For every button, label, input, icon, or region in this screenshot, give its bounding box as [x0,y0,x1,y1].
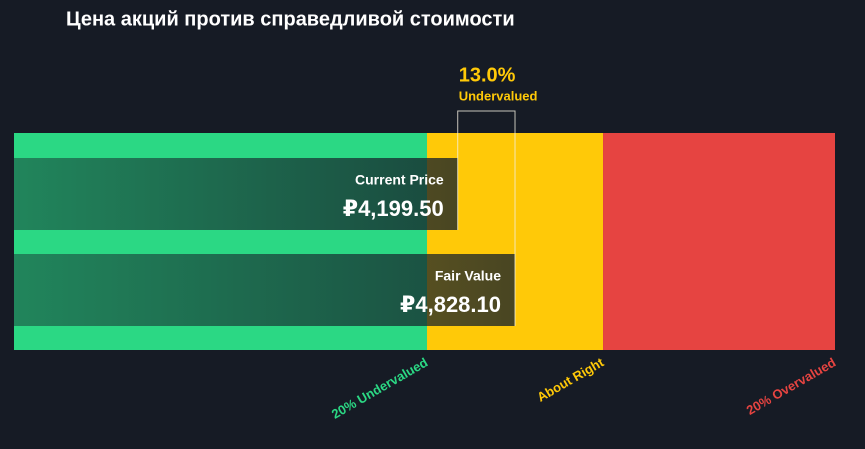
bar-value: ₽4,199.50 [343,196,444,221]
bar-value: ₽4,828.10 [400,292,501,317]
zone [603,133,835,350]
difference-bracket [457,110,516,326]
chart-title: Цена акций против справедливой стоимости [66,8,515,30]
value-bar [14,254,516,326]
difference-status: Undervalued [459,88,538,103]
difference-value: 13.0% [459,64,516,86]
bar-name: Current Price [355,172,444,188]
value-bar [14,158,458,230]
bar-name: Fair Value [435,268,501,284]
